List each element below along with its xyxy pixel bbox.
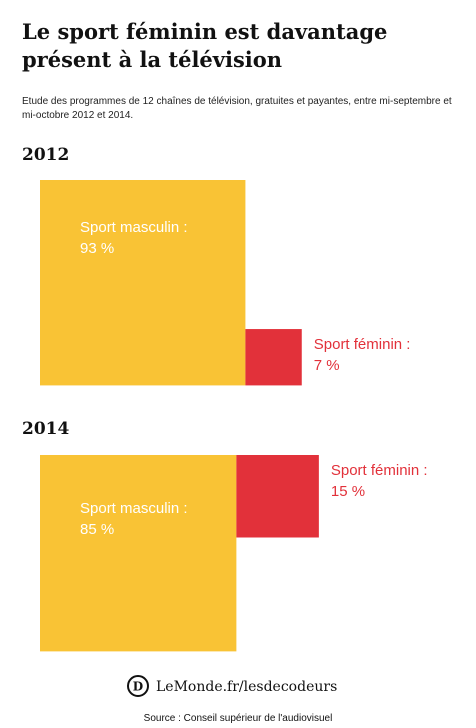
square xyxy=(245,329,302,386)
value-label: 93 % xyxy=(80,240,114,257)
value-label: 7 % xyxy=(314,357,340,374)
category-label: Sport masculin : xyxy=(80,500,188,517)
value-label: 85 % xyxy=(80,521,114,538)
brand: LeMonde.fr/lesdecodeurs xyxy=(156,679,337,695)
category-label: Sport féminin : xyxy=(331,462,428,479)
year-label: 2014 xyxy=(22,419,69,439)
value-label: 15 % xyxy=(331,483,365,500)
logo xyxy=(127,675,149,697)
subtitle: Etude des programmes de 12 chaînes de té… xyxy=(22,96,452,121)
source: Source : Conseil supérieur de l'audiovis… xyxy=(144,713,333,724)
square xyxy=(236,455,319,538)
category-label: Sport masculin : xyxy=(80,219,188,236)
square xyxy=(40,455,237,652)
logo-letter: D xyxy=(133,680,143,694)
category-label: Sport féminin : xyxy=(314,336,411,353)
year-label: 2012 xyxy=(22,145,69,165)
square xyxy=(40,180,246,386)
title: Le sport féminin est davantage présent à… xyxy=(22,19,388,72)
